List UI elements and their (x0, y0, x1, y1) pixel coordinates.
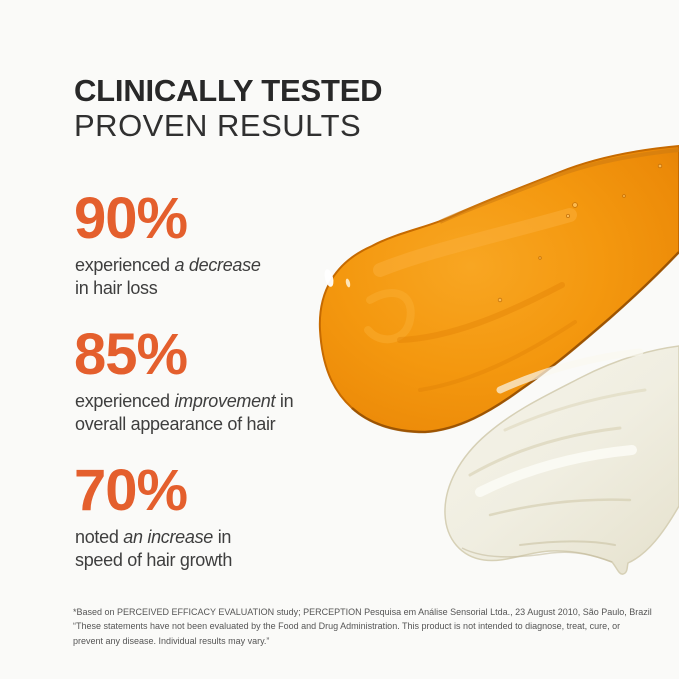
stat-desc-text: in hair loss (75, 278, 158, 298)
stat-desc-italic: a decrease (174, 255, 261, 275)
gel-bubbles (497, 163, 663, 303)
stat-desc-text: in (275, 391, 294, 411)
stat-desc-text: overall appearance of hair (75, 414, 276, 434)
headline-bold-line: CLINICALLY TESTED (74, 73, 383, 108)
stat-desc-italic: an increase (123, 527, 214, 547)
cream-bottom-shade (461, 547, 613, 563)
cream-fold-shadow-3 (519, 540, 616, 546)
stat-value-85: 85% (74, 322, 188, 387)
gel-highlight-streak (373, 208, 577, 277)
footnote: *Based on PERCEIVED EFFICACY EVALUATION … (73, 605, 653, 648)
orange-gel-smear (318, 144, 679, 434)
stat-desc-text: speed of hair growth (75, 550, 233, 570)
stat-description-85: experienced improvement in overall appear… (75, 390, 354, 436)
gel-specular-highlight (324, 269, 334, 287)
stat-block-appearance: 85% experienced improvement in overall ap… (74, 326, 354, 436)
stat-block-growth: 70% noted an increase in speed of hair gr… (74, 462, 354, 572)
stat-description-70: noted an increase in speed of hair growth (75, 526, 354, 572)
cream-highlight-streak-2 (496, 348, 644, 394)
stat-block-hair-loss: 90% experienced a decrease in hair loss (74, 190, 354, 300)
white-cream-smear (444, 345, 679, 575)
stat-desc-text: experienced (75, 255, 175, 275)
cream-fold-shadow-2 (488, 498, 632, 517)
footnote-line-2: “These statements have not been evaluate… (73, 621, 621, 632)
gel-top-rim (439, 148, 679, 224)
cream-fold-shadow-4 (503, 388, 647, 432)
headline: CLINICALLY TESTED PROVEN RESULTS (74, 73, 383, 143)
cream-highlight-streak (475, 445, 637, 497)
gel-highlight-swirl (364, 288, 415, 344)
gel-shade-streak (397, 282, 565, 343)
gel-specular-highlight-small (345, 278, 351, 288)
cream-fold-shadow (468, 426, 622, 477)
stat-value-90: 90% (74, 186, 188, 251)
gel-dark-bottom-edge (351, 251, 679, 434)
stat-desc-text: in (213, 527, 232, 547)
footnote-line-1: *Based on PERCEIVED EFFICACY EVALUATION … (73, 607, 652, 617)
stat-value-70: 70% (74, 458, 188, 523)
gel-shade-streak-2 (418, 320, 577, 392)
footnote-line-3: prevent any disease. Individual results … (73, 635, 270, 646)
stat-desc-text: experienced (75, 391, 175, 411)
stat-desc-italic: improvement (174, 391, 276, 411)
stat-desc-text: noted (75, 527, 124, 547)
stat-description-90: experienced a decrease in hair loss (75, 254, 354, 300)
headline-light-line: PROVEN RESULTS (74, 108, 362, 143)
